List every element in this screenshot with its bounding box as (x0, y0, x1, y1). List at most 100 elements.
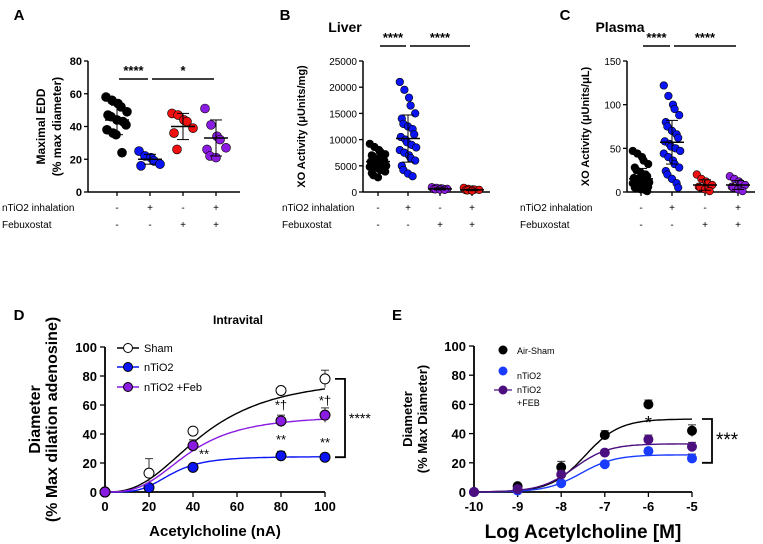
data-point (319, 373, 331, 385)
row-label: Febuxostat (2, 220, 52, 231)
row-label: nTiO2 inhalation (282, 203, 354, 214)
y-axis-label: (% max diameter) (50, 77, 64, 176)
y-tick-label: 150 (604, 57, 621, 68)
y-tick-label: 100 (444, 339, 466, 354)
data-point (319, 451, 331, 463)
fit-curve-1 (474, 454, 692, 493)
data-point (599, 447, 610, 458)
data-point (670, 104, 679, 114)
y-tick-label: 100 (604, 101, 621, 112)
row-value: + (735, 220, 741, 231)
x-tick-label: 40 (186, 499, 200, 514)
x-axis-label: Log Acetylcholine [M] (485, 522, 682, 543)
legend-marker (123, 382, 133, 392)
data-point (136, 161, 146, 171)
data-point (643, 399, 654, 410)
panel-label: B (280, 7, 291, 24)
y-tick-label: 25000 (329, 57, 357, 68)
y-tick-label: 80 (70, 56, 82, 68)
row-value: + (469, 203, 475, 214)
data-point (687, 425, 697, 436)
y-tick-label: 0 (76, 187, 82, 199)
significance-label: **** (430, 30, 451, 45)
y-tick-label: 100 (75, 340, 97, 355)
y-tick-label: 50 (610, 144, 622, 155)
row-value: - (115, 220, 118, 231)
data-point (643, 434, 654, 445)
row-value: + (702, 220, 708, 231)
data-point (676, 146, 685, 156)
data-point (172, 144, 182, 155)
row-value: - (639, 203, 642, 214)
data-point (643, 446, 654, 457)
row-value: + (213, 203, 219, 214)
fit-curve-2 (105, 418, 326, 493)
legend-marker (123, 362, 133, 372)
data-point (738, 187, 747, 196)
fit-curve-1 (105, 456, 325, 493)
x-tick-label: 0 (101, 499, 108, 514)
data-point (556, 478, 567, 489)
y-tick-label: 10000 (329, 136, 357, 147)
significance-label: * (601, 428, 608, 448)
legend-label: +FEB (517, 398, 540, 408)
row-value: - (670, 220, 673, 231)
y-tick-label: 60 (452, 397, 466, 412)
chart-title: Intravital (213, 313, 263, 327)
x-tick-label: -7 (599, 499, 611, 514)
significance-label: * (645, 413, 652, 433)
data-point (187, 440, 199, 452)
data-point (169, 128, 179, 138)
legend-marker (123, 343, 133, 353)
significance-bracket (335, 377, 346, 459)
y-axis-label: (% Max Diameter) (415, 365, 430, 473)
data-point (512, 484, 523, 495)
row-value: + (437, 220, 443, 231)
row-value: - (181, 203, 184, 214)
y-axis-label: XO Activity (μUnits/mg) (296, 65, 308, 188)
row-label: Febuxostat (282, 220, 332, 231)
y-tick-label: 60 (70, 89, 82, 101)
row-value: - (148, 220, 151, 231)
row-label: nTiO2 inhalation (2, 203, 74, 214)
row-value: + (669, 203, 675, 214)
row-value: - (438, 203, 441, 214)
row-value: - (639, 220, 642, 231)
data-point (275, 450, 287, 462)
y-tick-label: 15000 (329, 109, 357, 120)
data-point (412, 143, 421, 152)
data-point (143, 467, 155, 479)
significance-label: ** (276, 432, 286, 447)
data-point (664, 91, 673, 101)
legend-label: nTiO2 (144, 362, 174, 374)
data-point (643, 187, 652, 196)
row-label: Febuxostat (520, 220, 570, 231)
data-point (121, 120, 131, 130)
x-tick-label: 80 (274, 499, 288, 514)
legend-label: nTiO2 (517, 385, 541, 395)
significance-label: *** (716, 430, 739, 451)
x-tick-label: -9 (512, 499, 524, 514)
x-tick-label: -5 (686, 499, 698, 514)
row-value: - (376, 203, 379, 214)
row-label: nTiO2 inhalation (520, 203, 592, 214)
y-tick-label: 80 (83, 369, 97, 384)
data-point (599, 459, 610, 470)
row-value: + (469, 220, 475, 231)
data-point (469, 487, 479, 497)
data-point (410, 130, 419, 139)
data-point (188, 123, 198, 133)
row-value: + (147, 203, 153, 214)
legend-marker (498, 385, 508, 395)
data-point (675, 111, 684, 120)
row-value: + (180, 220, 186, 231)
significance-label: **** (695, 30, 716, 45)
data-point (400, 85, 409, 94)
data-point (221, 142, 231, 153)
row-value: - (115, 203, 118, 214)
y-tick-label: 0 (615, 188, 621, 199)
significance-label: *† (319, 393, 331, 408)
data-point (99, 486, 111, 498)
data-point (122, 106, 132, 117)
x-axis-label: Acetylcholine (nA) (149, 523, 281, 540)
